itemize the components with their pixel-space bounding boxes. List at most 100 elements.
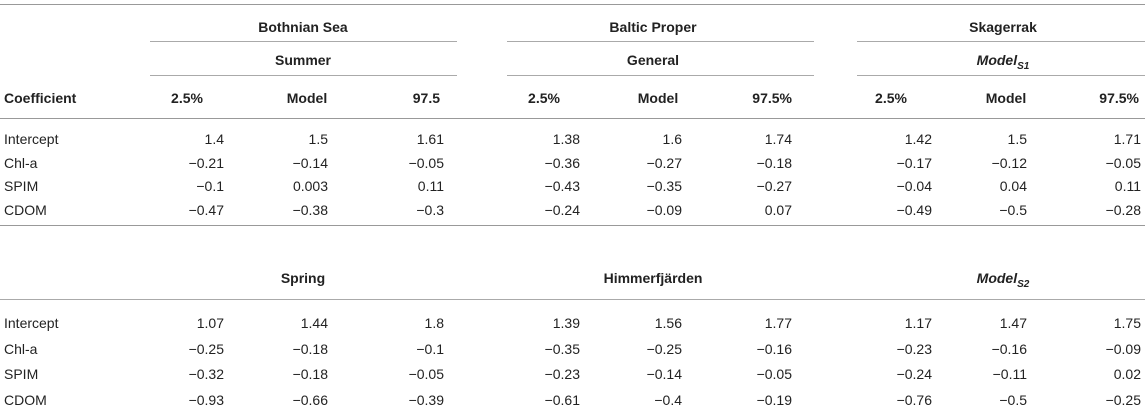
- table-cell: −0.25: [188, 340, 224, 357]
- table-cell: −0.12: [991, 154, 1027, 171]
- table-cell: −0.35: [646, 178, 682, 194]
- table-cell: −0.49: [896, 201, 932, 218]
- table-cell: 1.74: [764, 131, 792, 147]
- table-cell: 1.17: [904, 315, 932, 331]
- table-cell: −0.11: [992, 366, 1027, 382]
- group-label-text: Spring: [280, 270, 326, 286]
- table-cell: −0.14: [646, 366, 682, 382]
- column-header: Model: [286, 90, 328, 106]
- column-header: Model: [985, 90, 1027, 106]
- table-cell: −0.18: [756, 154, 792, 171]
- table-cell: 1.07: [196, 315, 224, 331]
- region-header-baltic-proper: Baltic Proper: [609, 19, 697, 35]
- table-cell: 1.6: [662, 131, 682, 147]
- table-cell: 0.02: [1113, 366, 1141, 382]
- table-cell: −0.1: [416, 340, 444, 357]
- group-rule: [150, 75, 457, 76]
- table-cell: 0.07: [764, 201, 792, 218]
- table-cell: −0.61: [544, 391, 580, 408]
- table-cell: −0.18: [292, 340, 328, 357]
- group-label-text: General: [626, 52, 680, 68]
- column-header: Model: [637, 90, 679, 106]
- table-cell: 1.44: [300, 315, 328, 331]
- table-cell: −0.21: [188, 154, 224, 171]
- row-label: Intercept: [4, 315, 59, 331]
- table-cell: −0.24: [896, 366, 932, 382]
- group-label-text: Model: [976, 270, 1018, 286]
- table-cell: −0.36: [544, 154, 580, 171]
- table-cell: −0.09: [646, 201, 682, 218]
- group-label-subscript: S2: [1017, 278, 1030, 290]
- table-cell: −0.3: [416, 201, 444, 218]
- table-cell: −0.47: [188, 201, 224, 218]
- column-header: 2.5%: [171, 90, 203, 106]
- table-cell: 1.42: [904, 131, 932, 147]
- table-cell: −0.32: [188, 366, 224, 382]
- table-cell: −0.66: [292, 391, 328, 408]
- header-rule: [0, 118, 1145, 119]
- table-cell: −0.05: [408, 366, 444, 382]
- table-cell: 1.47: [999, 315, 1027, 331]
- table-cell: −0.16: [991, 340, 1027, 357]
- table-cell: −0.27: [646, 154, 682, 171]
- table-cell: −0.05: [408, 154, 444, 171]
- row-label: Chl-a: [4, 340, 38, 357]
- column-header: 2.5%: [875, 90, 907, 106]
- region-rule: [150, 41, 457, 42]
- table-cell: 0.11: [417, 178, 444, 194]
- group-label-text: Model: [976, 52, 1018, 68]
- table-cell: −0.04: [896, 178, 932, 194]
- table-cell: 1.38: [552, 131, 580, 147]
- region-rule: [507, 41, 814, 42]
- table-cell: −0.93: [188, 391, 224, 408]
- table-cell: −0.5: [999, 391, 1027, 408]
- section-divider: [0, 225, 1145, 226]
- table-cell: −0.35: [544, 340, 580, 357]
- table-cell: 1.56: [654, 315, 682, 331]
- table-cell: 1.4: [204, 131, 224, 147]
- table-cell: −0.1: [196, 178, 224, 194]
- column-header: 2.5%: [528, 90, 560, 106]
- table-cell: −0.23: [544, 366, 580, 382]
- column-header: 97.5%: [752, 90, 792, 106]
- group-rule: [507, 75, 814, 76]
- region-header-skagerrak: Skagerrak: [969, 19, 1037, 35]
- table-cell: −0.17: [896, 154, 932, 171]
- table-cell: 1.5: [308, 131, 328, 147]
- group-rule: [857, 75, 1145, 76]
- table-cell: −0.43: [544, 178, 580, 194]
- table-cell: −0.76: [896, 391, 932, 408]
- column-header: 97.5%: [1099, 90, 1139, 106]
- top-rule: [0, 4, 1145, 5]
- table-cell: −0.38: [292, 201, 328, 218]
- table-cell: 0.003: [292, 178, 328, 194]
- table-cell: −0.09: [1105, 340, 1141, 357]
- column-header: 97.5: [412, 90, 440, 106]
- table-cell: 1.75: [1113, 315, 1141, 331]
- group-label-text: Himmerfjärden: [603, 270, 703, 286]
- table-cell: 0.11: [1114, 178, 1141, 194]
- coefficient-header: Coefficient: [4, 90, 77, 106]
- group-header-top-0: Summer: [275, 50, 331, 70]
- table-cell: −0.25: [646, 340, 682, 357]
- table-cell: 0.04: [999, 178, 1027, 194]
- section2-header-rule: [0, 299, 1145, 300]
- group-header-bottom-2: ModelS2: [977, 268, 1030, 295]
- group-label-subscript: S1: [1017, 60, 1030, 72]
- region-header-bothnian-sea: Bothnian Sea: [258, 19, 348, 35]
- table-cell: −0.18: [292, 366, 328, 382]
- table-cell: −0.27: [756, 178, 792, 194]
- group-header-bottom-0: Spring: [281, 268, 325, 288]
- table-cell: −0.5: [999, 201, 1027, 218]
- table-cell: 1.8: [424, 315, 444, 331]
- table-cell: 1.5: [1007, 131, 1027, 147]
- table-cell: −0.16: [756, 340, 792, 357]
- table-cell: −0.28: [1105, 201, 1141, 218]
- table-cell: −0.4: [654, 391, 682, 408]
- row-label: Intercept: [4, 131, 59, 147]
- table-cell: −0.24: [544, 201, 580, 218]
- region-rule: [857, 41, 1145, 42]
- row-label: Chl-a: [4, 154, 38, 171]
- table-cell: −0.19: [756, 391, 792, 408]
